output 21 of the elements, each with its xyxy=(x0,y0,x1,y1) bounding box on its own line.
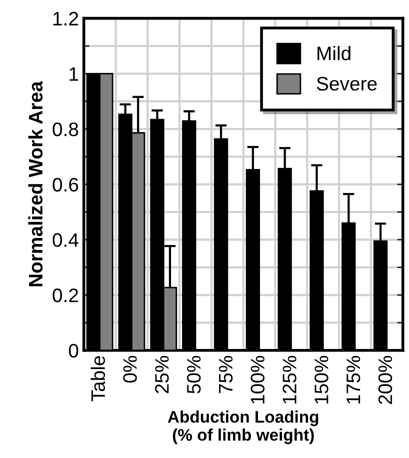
x-tick-label: 175% xyxy=(346,356,360,404)
x-tick-label: 100% xyxy=(250,356,265,404)
y-tick-label: 0.8 xyxy=(52,122,78,136)
x-tick-label: 0% xyxy=(123,356,137,383)
y-tick-label: 0.4 xyxy=(52,233,78,247)
y-tick-label: 0.6 xyxy=(52,178,78,192)
y-tick-label: 0.2 xyxy=(52,288,78,302)
x-tick-label: 75% xyxy=(218,356,233,394)
x-axis-title: Abduction Loading (% of limb weight) xyxy=(168,410,318,444)
y-tick-label: 1.2 xyxy=(53,12,78,26)
x-tick-label: Table xyxy=(90,356,106,402)
x-tick-label: 150% xyxy=(314,356,328,404)
x-tick-label: 125% xyxy=(282,356,296,404)
legend-label: Mild xyxy=(318,46,350,60)
y-tick-label: 1 xyxy=(70,67,78,81)
y-tick-label: 0 xyxy=(68,344,78,358)
x-tick-label: 50% xyxy=(186,356,201,394)
x-tick-label: 25% xyxy=(155,356,169,394)
x-tick-label: 200% xyxy=(378,356,392,404)
legend-label: Severe xyxy=(316,76,377,91)
y-axis-title: Normalized Work Area xyxy=(28,81,43,286)
